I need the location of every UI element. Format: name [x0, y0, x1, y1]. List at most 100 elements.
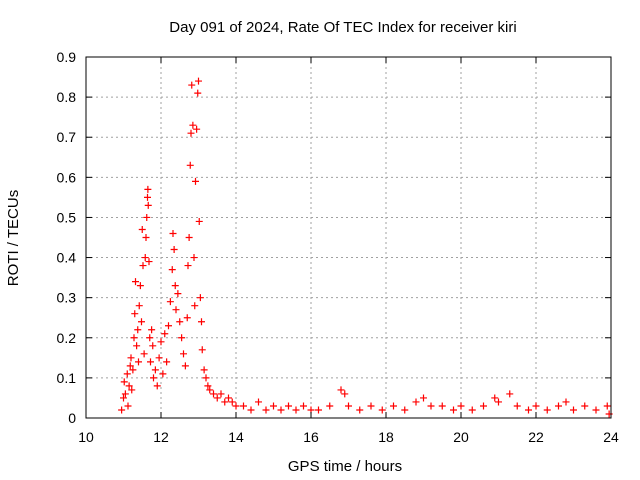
- data-point: [121, 390, 129, 398]
- data-point: [128, 386, 136, 394]
- data-point: [204, 382, 212, 390]
- data-point: [171, 282, 179, 290]
- data-point: [326, 402, 334, 410]
- data-point: [180, 350, 187, 358]
- data-point: [255, 398, 262, 406]
- data-point: [345, 402, 352, 410]
- data-point: [262, 406, 270, 414]
- data-point: [192, 177, 199, 185]
- data-point: [131, 310, 139, 318]
- data-point: [132, 278, 139, 286]
- data-point: [401, 406, 409, 414]
- data-point: [195, 217, 203, 225]
- data-point: [491, 394, 499, 402]
- data-point: [189, 121, 197, 129]
- data-point: [118, 406, 126, 414]
- y-tick-labels: 0 0.1 0.2 0.3 0.4 0.5 0.6 0.7 0.8 0.9: [57, 49, 77, 426]
- data-point: [570, 406, 577, 414]
- data-point: [495, 398, 502, 406]
- data-point: [144, 201, 152, 209]
- data-point: [120, 394, 127, 402]
- data-point: [193, 125, 201, 133]
- x-tick-label: 22: [528, 429, 544, 445]
- data-point: [543, 406, 551, 414]
- data-point: [480, 402, 487, 410]
- data-point: [138, 225, 146, 233]
- data-point: [232, 402, 240, 410]
- data-point: [144, 185, 152, 193]
- data-point: [450, 406, 457, 414]
- y-tick-label: 0.5: [57, 209, 77, 225]
- data-point: [194, 89, 202, 97]
- y-tick-label: 0.9: [57, 49, 77, 65]
- x-tick-label: 24: [603, 429, 619, 445]
- x-tick-label: 20: [453, 429, 469, 445]
- data-point: [161, 330, 169, 338]
- data-point: [155, 354, 163, 362]
- data-point: [124, 402, 132, 410]
- x-tick-label: 10: [78, 429, 94, 445]
- data-point: [525, 406, 532, 414]
- data-point: [270, 402, 277, 410]
- data-point: [217, 390, 225, 398]
- data-point: [127, 354, 135, 362]
- x-tick-labels: 10 12 14 16 18 20 22 24: [78, 429, 619, 445]
- data-point: [581, 402, 589, 410]
- data-point: [240, 402, 247, 410]
- data-point: [562, 398, 570, 406]
- data-point: [143, 213, 151, 221]
- data-point: [337, 386, 345, 394]
- data-point: [178, 334, 186, 342]
- data-point: [135, 302, 143, 310]
- data-point: [592, 406, 600, 414]
- y-tick-label: 0.7: [57, 129, 77, 145]
- data-point: [153, 382, 161, 390]
- data-point: [120, 378, 128, 386]
- y-tick-label: 0.4: [57, 250, 77, 266]
- data-point: [136, 282, 144, 290]
- data-point: [390, 402, 397, 410]
- data-point: [166, 298, 174, 306]
- data-point: [285, 402, 292, 410]
- data-point: [130, 334, 138, 342]
- data-point: [202, 374, 210, 382]
- chart-title: Day 091 of 2024, Rate Of TEC Index for r…: [169, 19, 516, 36]
- data-point: [603, 402, 611, 410]
- data-point: [198, 318, 205, 326]
- data-point: [367, 402, 375, 410]
- data-point: [247, 406, 255, 414]
- data-point: [184, 262, 192, 270]
- x-axis-label: GPS time / hours: [288, 458, 402, 475]
- data-point: [141, 254, 149, 262]
- data-point: [150, 374, 157, 382]
- data-point: [140, 350, 148, 358]
- data-point: [134, 326, 142, 334]
- y-tick-label: 0.3: [57, 290, 77, 306]
- data-point: [206, 386, 214, 394]
- data-point: [457, 402, 465, 410]
- data-point: [225, 394, 232, 402]
- data-point: [165, 322, 172, 330]
- data-point: [169, 229, 177, 237]
- data-point: [149, 342, 157, 350]
- data-point: [163, 358, 171, 366]
- data-point: [341, 390, 349, 398]
- axis-ticks: [85, 56, 612, 419]
- data-point: [125, 382, 133, 390]
- data-point: [144, 193, 151, 201]
- data-point: [126, 362, 134, 370]
- data-point: [213, 394, 221, 402]
- y-tick-label: 0.1: [57, 370, 77, 386]
- data-point: [123, 370, 131, 378]
- data-point: [532, 402, 540, 410]
- data-point: [195, 77, 202, 85]
- data-point: [427, 402, 435, 410]
- data-point: [142, 234, 150, 241]
- plot-frame: [85, 56, 612, 419]
- x-tick-label: 14: [228, 429, 244, 445]
- data-point: [138, 318, 145, 326]
- data-point: [187, 129, 195, 137]
- data-points: [118, 77, 613, 418]
- y-tick-label: 0.2: [57, 330, 77, 346]
- data-point: [159, 370, 167, 378]
